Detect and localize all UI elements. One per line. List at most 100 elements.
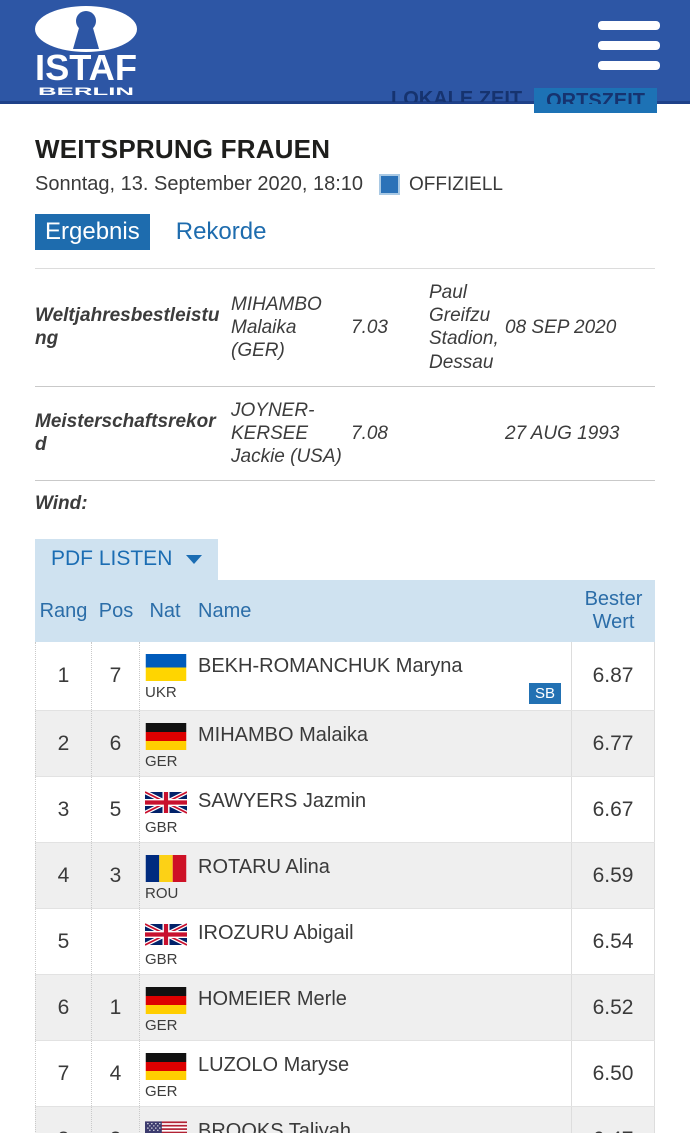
position-cell bbox=[92, 909, 140, 975]
local-time-button[interactable]: LOKALE ZEIT bbox=[391, 88, 523, 102]
nationality-cell: UKR bbox=[140, 642, 190, 710]
flag-ger-icon bbox=[145, 723, 187, 751]
col-header-nat: Nat bbox=[149, 599, 181, 622]
tab-ergebnis[interactable]: Ergebnis bbox=[35, 214, 150, 250]
time-toggle: LOKALE ZEIT ORTSZEIT bbox=[391, 88, 657, 113]
wind-label: Wind: bbox=[35, 493, 88, 515]
flag-ger-icon bbox=[145, 1053, 187, 1081]
athlete-name: LUZOLO Maryse bbox=[198, 1054, 350, 1077]
athlete-name-cell: BROOKS Taliyah bbox=[190, 1107, 572, 1133]
athlete-name-cell: ROTARU Alina bbox=[190, 843, 572, 909]
athlete-name-cell: IROZURU Abigail bbox=[190, 909, 572, 975]
athlete-name-cell: BEKH-ROMANCHUK Maryna SB bbox=[190, 642, 572, 711]
istaf-logo-icon: ISTAF BERLIN bbox=[35, 6, 137, 98]
record-row-championship: Meisterschaftsrekord JOYNER-KERSEE Jacki… bbox=[35, 387, 655, 482]
position-cell: 1 bbox=[92, 975, 140, 1041]
svg-text:ISTAF: ISTAF bbox=[35, 47, 137, 88]
flag-ger-icon bbox=[145, 987, 187, 1015]
athlete-name: MIHAMBO Malaika bbox=[198, 724, 369, 747]
position-cell: 2 bbox=[92, 1107, 140, 1133]
athlete-name-cell: MIHAMBO Malaika bbox=[190, 711, 572, 777]
rank-cell: 8 bbox=[35, 1107, 92, 1133]
athlete-name-cell: SAWYERS Jazmin bbox=[190, 777, 572, 843]
position-cell: 4 bbox=[92, 1041, 140, 1107]
ortszeit-button[interactable]: ORTSZEIT bbox=[534, 88, 657, 113]
event-date-row: Sonntag, 13. September 2020, 18:10 OFFIZ… bbox=[35, 173, 655, 196]
table-row[interactable]: 4 3 ROU ROTARU Alina 6.59 bbox=[35, 843, 655, 910]
table-row[interactable]: 1 7 UKR BEKH-ROMANCHUK Maryna SB 6.87 bbox=[35, 642, 655, 712]
best-mark-cell: 6.50 bbox=[572, 1041, 655, 1107]
flag-ukr-icon bbox=[145, 654, 187, 682]
best-mark-cell: 6.67 bbox=[572, 777, 655, 843]
nationality-cell: GBR bbox=[140, 777, 190, 842]
rank-cell: 3 bbox=[35, 777, 92, 843]
chevron-down-icon bbox=[186, 554, 203, 564]
nationality-cell: GER bbox=[140, 711, 190, 776]
col-header-bester-wert: Bester Wert bbox=[584, 588, 643, 634]
table-row[interactable]: 6 1 GER HOMEIER Merle 6.52 bbox=[35, 975, 655, 1042]
athlete-name: ROTARU Alina bbox=[198, 856, 330, 879]
table-row[interactable]: 2 6 GER MIHAMBO Malaika 6.77 bbox=[35, 711, 655, 778]
event-datetime: Sonntag, 13. September 2020, 18:10 bbox=[35, 173, 364, 195]
nationality-code: ROU bbox=[145, 885, 179, 903]
table-row[interactable]: 5 GBR IROZURU Abigail 6.54 bbox=[35, 909, 655, 976]
records-table: Weltjahresbestleistung MIHAMBO Malaika (… bbox=[35, 268, 655, 535]
rank-cell: 7 bbox=[35, 1041, 92, 1107]
nationality-cell: GER bbox=[140, 1041, 190, 1106]
flag-gbr-icon bbox=[145, 789, 187, 816]
flag-usa-icon bbox=[145, 1119, 187, 1133]
flag-gbr-icon bbox=[145, 921, 187, 948]
flag-rou-icon bbox=[145, 855, 187, 883]
athlete-name-cell: LUZOLO Maryse bbox=[190, 1041, 572, 1107]
main-content: WEITSPRUNG FRAUEN Sonntag, 13. September… bbox=[0, 134, 690, 1133]
best-mark-cell: 6.87 bbox=[572, 642, 655, 711]
nationality-code: GBR bbox=[145, 819, 178, 837]
athlete-name: IROZURU Abigail bbox=[198, 922, 354, 945]
results-table: Rang Pos Nat Name Bester Wert 1 7 UKR BE… bbox=[35, 580, 655, 1133]
col-header-pos: Pos bbox=[98, 599, 134, 622]
page-title: WEITSPRUNG FRAUEN bbox=[35, 134, 331, 164]
menu-hamburger-icon[interactable] bbox=[598, 21, 660, 71]
athlete-name: HOMEIER Merle bbox=[198, 988, 347, 1011]
record-row-world-lead: Weltjahresbestleistung MIHAMBO Malaika (… bbox=[35, 269, 655, 387]
nationality-cell: ROU bbox=[140, 843, 190, 908]
position-cell: 3 bbox=[92, 843, 140, 909]
athlete-name: SAWYERS Jazmin bbox=[198, 790, 367, 813]
athlete-name: BEKH-ROMANCHUK Maryna bbox=[198, 655, 463, 678]
rank-cell: 6 bbox=[35, 975, 92, 1041]
nationality-cell: GER bbox=[140, 975, 190, 1040]
svg-text:BERLIN: BERLIN bbox=[38, 86, 134, 97]
table-row[interactable]: 7 4 GER LUZOLO Maryse 6.50 bbox=[35, 1041, 655, 1108]
nationality-code: GER bbox=[145, 753, 178, 771]
rank-cell: 5 bbox=[35, 909, 92, 975]
season-best-badge: SB bbox=[528, 683, 561, 705]
istaf-logo[interactable]: ISTAF BERLIN bbox=[33, 5, 139, 98]
rank-cell: 1 bbox=[35, 642, 92, 711]
best-mark-cell: 6.59 bbox=[572, 843, 655, 909]
position-cell: 7 bbox=[92, 642, 140, 711]
position-cell: 6 bbox=[92, 711, 140, 777]
official-status-icon bbox=[379, 174, 401, 195]
pdf-listen-dropdown[interactable]: PDF LISTEN bbox=[35, 539, 219, 581]
app-header: ISTAF BERLIN LOKALE ZEIT ORTSZEIT bbox=[0, 0, 690, 113]
nationality-cell: GBR bbox=[140, 909, 190, 974]
results-rows: 1 7 UKR BEKH-ROMANCHUK Maryna SB 6.87 2 … bbox=[35, 642, 655, 1133]
official-status-label: OFFIZIELL bbox=[409, 173, 503, 195]
nationality-cell: USA bbox=[140, 1107, 190, 1133]
rank-cell: 4 bbox=[35, 843, 92, 909]
best-mark-cell: 6.54 bbox=[572, 909, 655, 975]
athlete-name-cell: HOMEIER Merle bbox=[190, 975, 572, 1041]
position-cell: 5 bbox=[92, 777, 140, 843]
best-mark-cell: 6.47 bbox=[572, 1107, 655, 1133]
athlete-name: BROOKS Taliyah bbox=[198, 1120, 352, 1133]
nationality-code: UKR bbox=[145, 684, 177, 702]
nationality-code: GER bbox=[145, 1017, 178, 1035]
table-row[interactable]: 3 5 GBR SAWYERS Jazmin 6.67 bbox=[35, 777, 655, 844]
table-row[interactable]: 8 2 USA BROOKS Taliyah 6.47 bbox=[35, 1107, 655, 1133]
results-table-header: Rang Pos Nat Name Bester Wert bbox=[35, 580, 655, 643]
col-header-name: Name bbox=[198, 599, 252, 622]
rank-cell: 2 bbox=[35, 711, 92, 777]
best-mark-cell: 6.77 bbox=[572, 711, 655, 777]
tab-rekorde[interactable]: Rekorde bbox=[175, 218, 267, 245]
